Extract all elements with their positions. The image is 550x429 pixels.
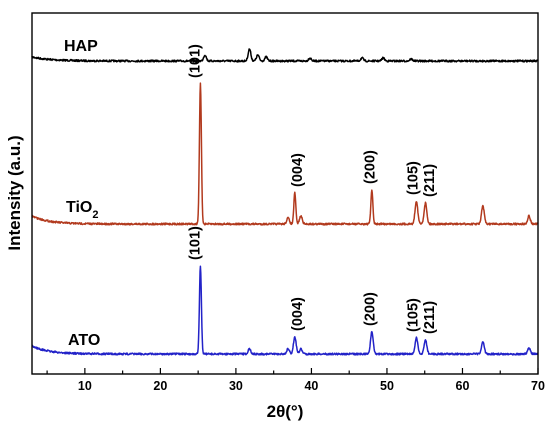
series-line-tio2: [31, 82, 539, 226]
x-tick-label: 10: [78, 379, 92, 393]
peak-label-tio2-101: (101): [187, 44, 203, 78]
x-tick-label: 50: [380, 379, 394, 393]
peak-label-ato-004: (004): [290, 297, 306, 331]
peak-label-tio2-211: (211): [422, 164, 438, 197]
x-axis-ticks: 10 20 30 40 50 60 70: [46, 368, 545, 393]
series-line-hap: [31, 48, 539, 63]
x-axis-title: 2θ(°): [267, 402, 304, 421]
peak-label-ato-105: (105): [406, 298, 422, 332]
peak-label-ato-200: (200): [363, 292, 379, 326]
plot-series: [31, 48, 539, 356]
peak-label-ato-211: (211): [422, 301, 438, 334]
y-axis-title: Intensity (a.u.): [5, 135, 24, 250]
peak-label-tio2-004: (004): [290, 153, 306, 187]
peak-label-tio2-105: (105): [406, 161, 422, 195]
x-tick-label: 20: [153, 379, 167, 393]
series-label-hap: HAP: [64, 38, 98, 55]
x-tick-label: 60: [456, 379, 470, 393]
series-label-tio2: TiO2: [66, 199, 99, 221]
series-label-ato: ATO: [68, 332, 100, 349]
peak-label-ato-101: (101): [187, 226, 203, 260]
x-tick-label: 70: [531, 379, 545, 393]
x-tick-label: 40: [304, 379, 318, 393]
peak-label-tio2-200: (200): [363, 150, 379, 184]
plot-frame: [31, 12, 539, 375]
x-tick-label: 30: [229, 379, 243, 393]
series-line-ato: [31, 265, 539, 356]
